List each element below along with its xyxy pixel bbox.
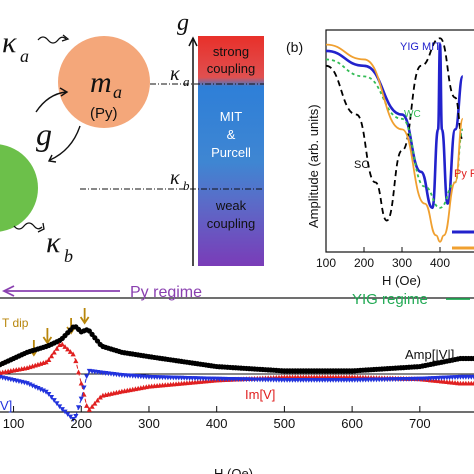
kappa-a-label: κ — [2, 26, 17, 59]
mit-dip-label: T dip — [2, 316, 29, 330]
panel-c-point-im-v- — [78, 380, 84, 386]
panel-b-series-yig-mit — [325, 43, 465, 210]
panel-c-point-re-v- — [24, 381, 30, 386]
panel-c-xtick-label: 500 — [274, 416, 296, 431]
coupling-g-label: g — [36, 116, 52, 152]
panel-c-frame — [0, 297, 474, 413]
panel-c-point-re-v- — [67, 414, 74, 420]
panel-b-frame — [325, 29, 474, 253]
coupling-arrow-down — [49, 125, 81, 161]
panel-c-point-re-v- — [78, 396, 84, 402]
annot-py: Py F — [454, 168, 474, 180]
panel-b-ylabel: Amplitude (arb. units) — [306, 104, 321, 228]
panel-c-xtick-label: 600 — [341, 416, 363, 431]
kappa-b-sub: b — [64, 246, 73, 266]
panel-c-point-im-v- — [92, 400, 98, 406]
py-sphere — [58, 36, 150, 128]
mit-line1: MIT — [220, 109, 242, 124]
panel-c-line-im-v- — [0, 343, 474, 411]
yig-sphere — [0, 144, 38, 232]
kappa-a-squiggle-arrow — [37, 36, 67, 44]
panel-c-line-re-v- — [0, 370, 474, 420]
panel-c-point-im-v- — [43, 359, 49, 365]
panel-c-point-re-v- — [62, 409, 68, 415]
panel-c-xtick-label: 200 — [70, 416, 92, 431]
panel-c-point-im-v- — [84, 403, 90, 408]
coupling-arrow-up — [35, 91, 67, 113]
mit-dip-arrowhead — [42, 336, 53, 345]
panel-c-point-re-v- — [471, 374, 474, 380]
panel-c-xtick-label: 100 — [3, 416, 25, 431]
annot-sc: SC — [354, 159, 369, 171]
scale-gradient-bar — [198, 36, 264, 266]
im-label: Im[V] — [245, 387, 275, 402]
panel-c-point-re-v- — [29, 383, 36, 389]
kappa-b-squiggle-arrow — [13, 222, 43, 230]
magnon-a-material: (Py) — [90, 105, 118, 122]
panel-c-xtick-label: 700 — [409, 416, 431, 431]
kappa-b-label: κ — [46, 226, 61, 259]
panel-c-point-re-v- — [84, 374, 90, 380]
mit-line2: & — [227, 127, 236, 142]
weak-coupling-line1: weak — [215, 198, 247, 213]
mit-dip-arrowhead — [79, 316, 90, 325]
panel-c-point-im-v- — [48, 353, 55, 359]
strong-coupling-line2: coupling — [207, 61, 255, 76]
kappa-a-marker: κ — [170, 63, 180, 85]
annot-yig-mit: YIG MIT — [400, 41, 441, 53]
kappa-a-sub: a — [20, 46, 29, 66]
panel-b-xtick-label: 200 — [354, 256, 374, 270]
schematic: m a (Py) κ a g κ b — [0, 26, 150, 266]
panel-b-label: (b) — [286, 39, 303, 55]
panel-b-series-py-f — [325, 43, 464, 243]
magnon-a-label: m — [90, 66, 112, 99]
weak-coupling-line2: coupling — [207, 216, 255, 231]
strong-coupling-line1: strong — [213, 44, 249, 59]
panel-c-xtick-label: 300 — [138, 416, 160, 431]
annot-wc: WC — [404, 109, 421, 120]
mit-line3: Purcell — [211, 145, 251, 160]
yig-regime-label: YIG regime — [352, 291, 428, 308]
scale-axis-label: g — [177, 10, 189, 36]
panel-c-xlabel: H (Oe) — [214, 466, 253, 474]
kappa-b-marker: κ — [170, 167, 180, 189]
panel-c-point-im-v- — [86, 407, 92, 412]
magnon-a-sub: a — [113, 82, 122, 102]
panel-b-xtick-label: 300 — [392, 256, 412, 270]
kappa-a-marker-sub: a — [183, 74, 190, 89]
panel-b-xtick-label: 100 — [316, 256, 336, 270]
panel-c: Py regime YIG regime T dip 100 200 300 400 5… — [0, 284, 474, 474]
panel-c-point-re-v- — [43, 389, 49, 395]
coupling-scale-bar: g κ a κ b strong coupling MIT & Purcell … — [80, 10, 264, 266]
amp-label: Amp[|V|] — [405, 347, 454, 362]
panel-b-xlabel: H (Oe) — [382, 273, 421, 288]
panel-b: (b) Amplitude (arb. units) 100 200 300 400 … — [286, 29, 474, 288]
kappa-b-marker-sub: b — [183, 178, 190, 193]
re-label: V] — [0, 398, 12, 413]
py-regime-label: Py regime — [130, 284, 202, 301]
panel-b-xtick-label: 400 — [430, 256, 450, 270]
panel-c-xtick-label: 400 — [206, 416, 228, 431]
panel-c-line-amp-v- — [0, 326, 474, 372]
